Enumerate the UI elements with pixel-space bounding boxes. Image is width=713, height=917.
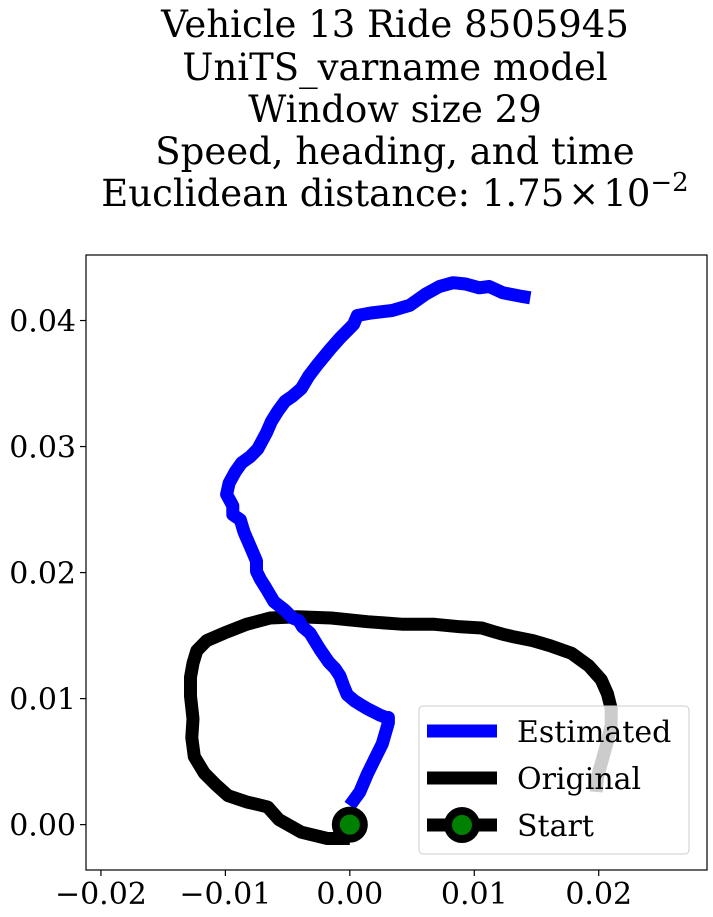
y-tick-label: 0.04 xyxy=(9,305,76,340)
y-tick-label: 0.00 xyxy=(9,809,76,844)
x-tick-label: −0.01 xyxy=(179,877,271,912)
chart-title: Vehicle 13 Ride 8505945 UniTS_varname mo… xyxy=(101,3,688,215)
plot-frame xyxy=(85,254,708,871)
legend-start-label: Start xyxy=(517,809,594,844)
x-tick-label: −0.02 xyxy=(55,877,147,912)
title-line-5: Euclidean distance: 1.75 × 10−2 xyxy=(101,168,688,215)
title-metric-exponent: −2 xyxy=(650,168,688,198)
legend-box xyxy=(418,705,690,855)
title-metric-times: × xyxy=(568,172,599,215)
x-axis: −0.02 −0.01 0.00 0.01 0.02 xyxy=(55,870,632,912)
title-line-4: Speed, heading, and time xyxy=(155,130,634,173)
marker-layer xyxy=(331,806,368,843)
x-tick-label: 0.02 xyxy=(565,877,632,912)
y-tick-label: 0.01 xyxy=(9,683,76,718)
start-marker xyxy=(331,806,368,843)
y-axis: 0.00 0.01 0.02 0.03 0.04 xyxy=(9,305,86,844)
legend-estimated-label: Estimated xyxy=(517,715,671,750)
legend-original-label: Original xyxy=(517,762,641,797)
series-layer xyxy=(184,276,618,845)
legend: Estimated Original Start xyxy=(418,705,690,855)
title-line-2: UniTS_varname model xyxy=(182,46,607,90)
title-metric-base: 10 xyxy=(603,172,650,215)
x-tick-label: 0.00 xyxy=(316,877,383,912)
y-tick-label: 0.03 xyxy=(9,431,76,466)
legend-start-marker-ring xyxy=(444,807,480,843)
title-line-1: Vehicle 13 Ride 8505945 xyxy=(160,3,629,46)
x-tick-label: 0.01 xyxy=(441,877,508,912)
y-tick-label: 0.02 xyxy=(9,557,76,592)
title-metric-prefix: Euclidean distance: xyxy=(101,172,482,215)
title-metric-mantissa: 1.75 xyxy=(482,172,564,215)
title-line-3: Window size 29 xyxy=(248,88,542,131)
series-estimated-line xyxy=(220,276,532,810)
